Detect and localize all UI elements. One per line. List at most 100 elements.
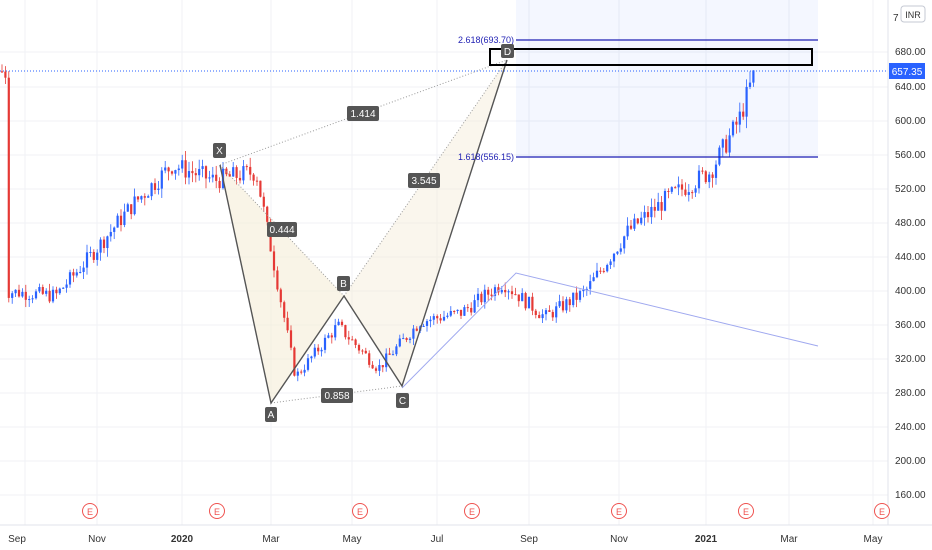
time-label: Mar <box>780 534 798 545</box>
candle-body <box>480 293 483 303</box>
earnings-marker[interactable] <box>738 503 754 519</box>
candle-body <box>653 206 656 211</box>
earnings-marker-label: E <box>357 507 363 517</box>
target-box[interactable] <box>489 48 813 66</box>
price-tick: 280.00 <box>895 388 926 399</box>
candle-body <box>439 318 442 321</box>
candle-body <box>500 289 503 293</box>
candle-body <box>704 171 707 183</box>
candle-body <box>184 160 187 178</box>
candle-body <box>62 287 65 289</box>
candle-body <box>289 330 293 348</box>
earnings-marker[interactable] <box>874 503 890 519</box>
earnings-marker[interactable] <box>209 503 225 519</box>
time-label: 2021 <box>695 534 718 545</box>
candle-body <box>276 270 279 290</box>
time-label: Sep <box>520 534 538 545</box>
candle-body <box>623 236 626 249</box>
candle-body <box>41 287 44 294</box>
fib-label-1618: 1.618(556.15) <box>458 152 514 162</box>
candle-body <box>684 189 687 195</box>
earnings-marker[interactable] <box>82 503 98 519</box>
currency-badge[interactable]: INR <box>900 5 926 23</box>
candle-body <box>317 347 320 352</box>
candle-body <box>718 147 721 165</box>
candle-body <box>582 289 585 292</box>
ratio-label-xd: 1.414 <box>347 106 379 121</box>
candle-body <box>24 291 27 300</box>
earnings-marker-label: E <box>879 507 885 517</box>
candle-body <box>11 293 14 298</box>
candle-body <box>106 236 109 249</box>
candle-body <box>133 196 136 215</box>
candle-body <box>473 300 476 313</box>
svg-text:INR: INR <box>905 10 921 20</box>
candle-body <box>425 321 429 326</box>
candle-body <box>466 307 469 309</box>
pattern-legs <box>219 59 508 405</box>
candle-body <box>374 368 378 371</box>
candle-body <box>527 296 531 309</box>
svg-text:0.444: 0.444 <box>269 225 294 236</box>
candle-body <box>538 314 541 319</box>
candle-body <box>643 212 646 218</box>
candle-body <box>697 170 701 189</box>
pattern-bcd-fill <box>344 60 507 386</box>
svg-text:X: X <box>216 146 223 157</box>
candle-body <box>402 338 405 340</box>
time-label: Jul <box>431 534 444 545</box>
candle-body <box>306 358 310 370</box>
candle-body <box>218 180 221 189</box>
candle-body <box>629 225 633 229</box>
candle-body <box>310 356 313 359</box>
candle-body <box>194 173 197 176</box>
candle-body <box>167 167 170 172</box>
candle-body <box>589 281 592 289</box>
candle-body <box>555 306 558 318</box>
candle-body <box>436 316 439 319</box>
earnings-marker-label: E <box>87 507 93 517</box>
candle-body <box>453 310 456 312</box>
candle-body <box>351 339 354 341</box>
candle-body <box>595 270 599 278</box>
candle-body <box>31 298 34 300</box>
candle-body <box>293 347 296 376</box>
svg-text:657.35: 657.35 <box>892 67 923 78</box>
candle-body <box>619 248 622 252</box>
candle-body <box>99 239 102 253</box>
candle-body <box>395 346 398 355</box>
candle-body <box>378 365 381 371</box>
candle-body <box>96 252 99 260</box>
candle-body <box>534 310 537 315</box>
candle-body <box>235 167 238 178</box>
candle-body <box>45 290 48 294</box>
time-axis[interactable]: Sep Nov 2020 Mar May Jul Sep Nov 2021 Ma… <box>0 524 932 545</box>
candle-body <box>364 350 367 354</box>
time-label: Nov <box>88 534 106 545</box>
candle-body <box>422 325 425 327</box>
candle-body <box>191 171 194 174</box>
ratio-label-xb: 0.444 <box>267 222 297 237</box>
price-axis[interactable]: 7 680.00 640.00 600.00 560.00 520.00 480… <box>887 0 926 525</box>
candle-body <box>266 206 269 222</box>
price-tick: 320.00 <box>895 354 926 365</box>
candle-body <box>493 287 497 296</box>
earnings-marker-label: E <box>214 507 220 517</box>
earnings-marker[interactable] <box>352 503 368 519</box>
earnings-marker[interactable] <box>464 503 480 519</box>
point-label-x: X <box>213 143 226 158</box>
candle-body <box>405 338 408 340</box>
candle-body <box>136 196 140 200</box>
trend-line <box>401 272 819 389</box>
candle-body <box>456 309 459 311</box>
time-label: Sep <box>8 534 26 545</box>
candle-body <box>330 335 333 338</box>
price-tick: 640.00 <box>895 82 926 93</box>
earnings-marker[interactable] <box>611 503 627 519</box>
candle-body <box>429 319 432 322</box>
svg-text:A: A <box>268 410 275 421</box>
candle-body <box>201 166 204 169</box>
candle-body <box>738 111 741 125</box>
candle-body <box>361 350 364 352</box>
